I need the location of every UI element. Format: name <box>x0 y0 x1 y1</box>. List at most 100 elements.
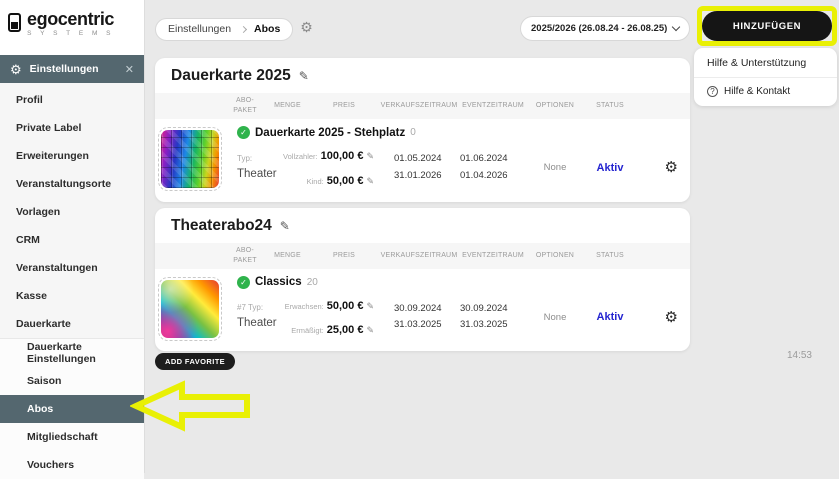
row-settings-gear-icon[interactable]: ⚙ <box>664 308 678 326</box>
help-panel: Hilfe & Unterstützung ? Hilfe & Kontakt <box>694 48 837 106</box>
col-status: STATUS <box>596 102 624 110</box>
col-verkaufszeitraum: VERKAUFSZEITRAUM <box>380 251 458 259</box>
card-theaterabo24: Theaterabo24 ✎ ABO-PAKET MENGE PREIS VER… <box>155 207 690 352</box>
time-display: 14:53 <box>786 350 812 361</box>
sidebar-item-profil[interactable]: Profil <box>16 94 43 106</box>
edit-pencil-icon[interactable]: ✎ <box>298 69 309 83</box>
price-value: 100,00 € <box>320 150 364 162</box>
price-label: Ermäßigt: <box>291 326 324 336</box>
abo-thumbnail-image <box>161 279 219 338</box>
edit-pencil-icon[interactable]: ✎ <box>366 175 374 186</box>
col-eventzeitraum: EVENTZEITRAUM <box>462 102 524 110</box>
breadcrumb-einstellungen[interactable]: Einstellungen <box>168 23 232 35</box>
status-badge: Aktiv <box>596 311 624 324</box>
sidebar-item-dauerkarte[interactable]: Dauerkarte <box>16 318 71 330</box>
col-menge: MENGE <box>274 251 301 259</box>
hinzufuegen-button[interactable]: HINZUFÜGEN <box>702 11 832 41</box>
sidebar-item-veranstaltungsorte[interactable]: Veranstaltungsorte <box>16 178 112 190</box>
package-name: Classics <box>255 276 302 289</box>
highlight-box-annotation: HINZUFÜGEN <box>697 6 837 46</box>
verkauf-start: 30.09.2024 <box>394 302 442 314</box>
sidebar-item-erweiterungen[interactable]: Erweiterungen <box>16 150 89 162</box>
add-favorite-button[interactable]: ADD FAVORITE <box>155 353 236 370</box>
card-title: Theaterabo24 <box>171 216 272 234</box>
close-icon[interactable]: ✕ <box>124 63 134 76</box>
col-abo-paket: ABO-PAKET <box>233 246 257 264</box>
package-count: 20 <box>306 276 318 288</box>
topbar: Einstellungen Abos ⚙ 2025/2026 (26.08.24… <box>155 4 837 48</box>
breadcrumb-gear-icon[interactable]: ⚙ <box>300 18 313 35</box>
col-menge: MENGE <box>274 102 301 110</box>
abo-cards: Dauerkarte 2025 ✎ ABO-PAKET MENGE PREIS … <box>155 58 690 357</box>
help-kontakt-link[interactable]: ? Hilfe & Kontakt <box>694 78 837 106</box>
col-verkaufszeitraum: VERKAUFSZEITRAUM <box>380 102 458 110</box>
edit-pencil-icon[interactable]: ✎ <box>366 151 374 161</box>
typ-label: Typ: <box>237 153 253 163</box>
help-panel-title: Hilfe & Unterstützung <box>694 48 837 78</box>
help-circle-icon: ? <box>707 86 718 97</box>
verkauf-end: 31.03.2025 <box>394 319 442 331</box>
table-row: ✓ Dauerkarte 2025 - Stehplatz 0 Typ: The… <box>155 119 690 202</box>
sidebar-header-label: Einstellungen <box>29 63 99 75</box>
card-title: Dauerkarte 2025 <box>171 67 291 84</box>
help-kontakt-label: Hilfe & Kontakt <box>724 86 791 97</box>
price-value: 25,00 € <box>326 324 364 337</box>
sidebar-item-veranstaltungen[interactable]: Veranstaltungen <box>16 262 98 274</box>
logo-subtitle: S Y S T E M S <box>27 30 115 37</box>
verkauf-end: 31.01.2026 <box>394 169 442 181</box>
sidebar-item-vouchers[interactable]: Vouchers <box>27 459 75 471</box>
edit-pencil-icon[interactable]: ✎ <box>366 325 374 336</box>
package-name: Dauerkarte 2025 - Stehplatz <box>255 126 406 139</box>
event-end: 01.04.2026 <box>460 169 508 181</box>
event-start: 30.09.2024 <box>460 302 508 314</box>
optionen-value: None <box>543 162 567 174</box>
col-preis: PREIS <box>332 251 355 259</box>
col-optionen: OPTIONEN <box>535 251 575 259</box>
abo-thumbnail[interactable] <box>158 276 222 341</box>
sidebar-item-saison[interactable]: Saison <box>27 375 62 387</box>
sidebar-item-crm[interactable]: CRM <box>16 234 40 246</box>
row-settings-gear-icon[interactable]: ⚙ <box>664 159 678 177</box>
abo-thumbnail[interactable] <box>158 127 222 192</box>
card-dauerkarte-2025: Dauerkarte 2025 ✎ ABO-PAKET MENGE PREIS … <box>155 58 690 202</box>
breadcrumb-abos[interactable]: Abos <box>254 23 281 35</box>
col-preis: PREIS <box>332 102 355 110</box>
settings-gear-icon: ⚙ <box>10 61 22 77</box>
col-status: STATUS <box>596 251 624 259</box>
col-eventzeitraum: EVENTZEITRAUM <box>462 251 524 259</box>
typ-value: Theater <box>237 167 277 180</box>
sidebar-item-private-label[interactable]: Private Label <box>16 122 82 134</box>
price-label: Vollzahler: <box>283 152 318 161</box>
price-label: Erwachsen: <box>284 301 324 311</box>
chevron-right-icon <box>240 25 248 33</box>
package-count: 0 <box>410 127 416 138</box>
price-value: 50,00 € <box>326 299 364 312</box>
logo: egocentric S Y S T E M S <box>0 0 144 55</box>
sidebar-item-kasse[interactable]: Kasse <box>16 290 47 302</box>
price-label: Kind: <box>306 176 324 186</box>
event-start: 01.06.2024 <box>460 153 508 165</box>
edit-pencil-icon[interactable]: ✎ <box>279 218 290 233</box>
col-optionen: OPTIONEN <box>535 102 575 110</box>
main-content: Einstellungen Abos ⚙ 2025/2026 (26.08.24… <box>145 0 839 473</box>
table-header-row: ABO-PAKET MENGE PREIS VERKAUFSZEITRAUM E… <box>155 242 690 269</box>
edit-pencil-icon[interactable]: ✎ <box>366 300 374 311</box>
sidebar-item-vorlagen[interactable]: Vorlagen <box>16 206 61 218</box>
logo-name: egocentric <box>27 9 115 29</box>
sidebar-item-dauerkarte-einstellungen[interactable]: Dauerkarte Einstellungen <box>27 341 96 365</box>
typ-label: #7 Typ: <box>237 303 264 313</box>
verkauf-start: 01.05.2024 <box>394 153 442 165</box>
check-circle-icon: ✓ <box>237 275 250 289</box>
abo-thumbnail-image <box>161 130 219 189</box>
sidebar-main-items: Profil Private Label Erweiterungen Veran… <box>0 83 144 338</box>
breadcrumb: Einstellungen Abos <box>155 17 294 41</box>
season-select-value: 2025/2026 (26.08.24 - 26.08.25) <box>531 23 668 34</box>
price-value: 50,00 € <box>326 174 364 187</box>
optionen-value: None <box>543 311 567 323</box>
season-select[interactable]: 2025/2026 (26.08.24 - 26.08.25) <box>520 16 690 41</box>
table-header-row: ABO-PAKET MENGE PREIS VERKAUFSZEITRAUM E… <box>155 93 690 119</box>
sidebar-item-mitgliedschaft[interactable]: Mitgliedschaft <box>27 431 98 443</box>
sidebar-item-abos[interactable]: Abos <box>0 395 144 423</box>
col-abo-paket: ABO-PAKET <box>233 97 257 114</box>
typ-value: Theater <box>237 317 277 330</box>
